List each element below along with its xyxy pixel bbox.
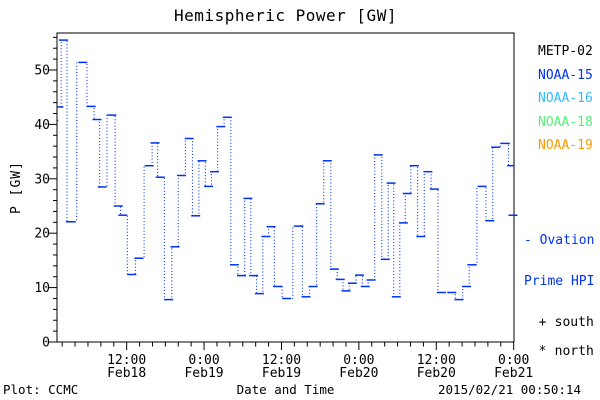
svg-text:40: 40 — [34, 118, 50, 133]
svg-text:0:00: 0:00 — [343, 353, 374, 368]
svg-text:Feb19: Feb19 — [262, 366, 301, 381]
x-axis-ticks — [61, 342, 515, 350]
x-axis-label: Date and Time — [236, 382, 335, 397]
svg-text:0:00: 0:00 — [188, 353, 219, 368]
svg-text:12:00: 12:00 — [417, 353, 456, 368]
svg-text:12:00: 12:00 — [107, 353, 146, 368]
y-axis-ticks — [49, 36, 57, 343]
legend-item-south-marker: + south — [523, 300, 594, 330]
chart-title: Hemispheric Power [GW] — [174, 6, 397, 25]
plot-credit: Plot: CCMC — [3, 382, 79, 397]
legend-item-noaa19: NOAA-19 — [538, 138, 593, 153]
svg-text:10: 10 — [34, 281, 50, 296]
ovation-legend-line2: Prime HPI — [524, 273, 595, 289]
hpi-series — [57, 39, 514, 301]
svg-text:0: 0 — [42, 336, 50, 351]
hpi-point-dashes — [57, 39, 514, 301]
legend-item-metp02: METP-02 — [538, 44, 593, 59]
svg-text:0:00: 0:00 — [498, 353, 529, 368]
legend-item-noaa16: NOAA-16 — [538, 91, 593, 106]
plot-timestamp: 2015/02/21 00:50:14 — [438, 382, 581, 397]
plus-marker-icon: + — [538, 315, 547, 330]
y-tick-labels: 0 10 20 30 40 50 — [34, 63, 50, 350]
svg-text:Feb20: Feb20 — [417, 366, 456, 381]
svg-text:12:00: 12:00 — [262, 353, 301, 368]
hpi-step-line — [57, 39, 514, 301]
legend-item-noaa15: NOAA-15 — [538, 67, 593, 83]
legend-item-north-marker: * north — [523, 329, 594, 359]
svg-text:20: 20 — [34, 227, 50, 242]
y-axis-label: P [GW] — [9, 161, 24, 214]
north-marker-label: north — [554, 344, 594, 359]
south-marker-label: south — [554, 315, 594, 330]
legend-item-ovation-prime-hpi: - Ovation Prime HPI — [524, 207, 594, 302]
legend-item-noaa18: NOAA-18 — [538, 114, 593, 130]
svg-text:Feb19: Feb19 — [184, 366, 223, 381]
plot-box — [56, 32, 515, 343]
svg-text:30: 30 — [34, 172, 50, 187]
svg-text:50: 50 — [34, 63, 50, 78]
svg-text:Feb18: Feb18 — [107, 366, 146, 381]
svg-text:Feb20: Feb20 — [339, 366, 378, 381]
asterisk-marker-icon: * — [538, 344, 547, 359]
svg-text:Feb21: Feb21 — [494, 366, 533, 381]
x-tick-labels: 12:00Feb180:00Feb1912:00Feb190:00Feb2012… — [107, 353, 533, 381]
ovation-legend-line1: - Ovation — [524, 233, 595, 248]
